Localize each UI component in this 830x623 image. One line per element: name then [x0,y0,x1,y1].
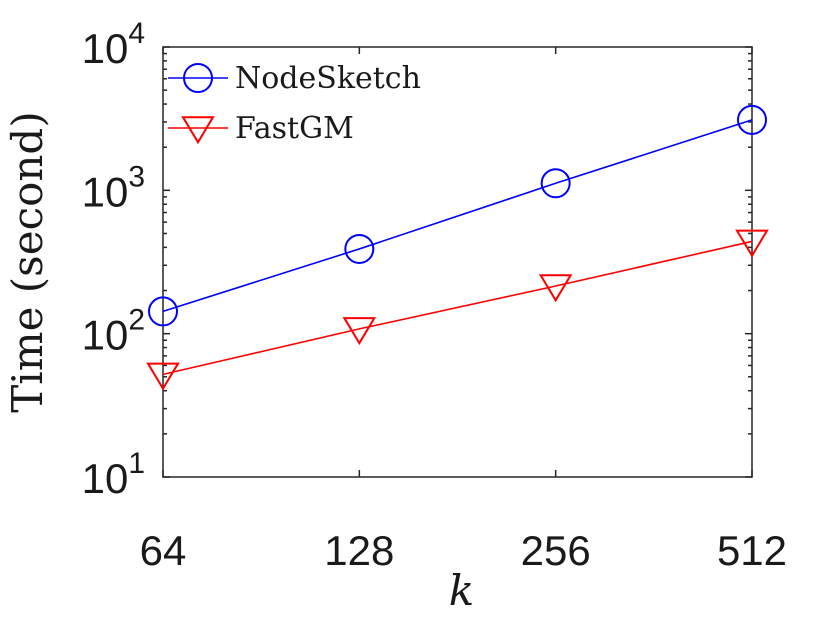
data-point [148,296,178,327]
legend-marker [183,63,213,93]
data-point [735,229,769,258]
y-tick-label: 104 [82,17,145,72]
y-tick-exponent: 1 [128,447,145,480]
series-layer [146,104,769,391]
data-point [342,317,377,346]
legend-label: FastGM [235,111,354,146]
y-tick-exponent: 3 [128,160,145,193]
y-tick-label: 101 [82,447,145,502]
y-tick-label: 102 [82,304,145,359]
data-point [344,233,375,264]
data-point [538,274,573,303]
series-line [162,119,753,313]
legend-entry: NodeSketch [168,61,421,96]
y-axis-label: Time (second) [3,111,52,412]
x-tick-label: 256 [521,527,591,574]
y-tick-base: 10 [82,455,129,502]
legend-label: NodeSketch [235,61,421,96]
legend: NodeSketch FastGM [168,61,421,146]
plot-area [162,46,753,478]
y-tick-exponent: 2 [128,304,145,337]
x-tick-label: 128 [324,527,394,574]
series-line [162,240,753,376]
x-axis-label: k [449,566,474,615]
y-tick-base: 10 [82,25,129,72]
axes-box [162,46,753,478]
y-tick-base: 10 [82,312,129,359]
y-tick-exponent: 4 [128,17,145,50]
series-nodesketch [148,104,767,327]
y-tick-base: 10 [82,168,129,215]
data-point [146,362,180,391]
x-tick-label: 64 [140,527,187,574]
x-tick-label: 512 [717,527,787,574]
legend-marker [181,116,215,145]
y-tick-label: 103 [82,160,145,215]
series-fastgm [146,229,769,391]
data-point [737,104,767,135]
legend-entry: FastGM [168,111,354,146]
data-point [540,168,571,199]
